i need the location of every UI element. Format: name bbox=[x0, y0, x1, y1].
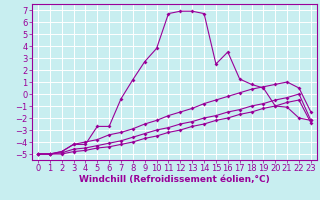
X-axis label: Windchill (Refroidissement éolien,°C): Windchill (Refroidissement éolien,°C) bbox=[79, 175, 270, 184]
